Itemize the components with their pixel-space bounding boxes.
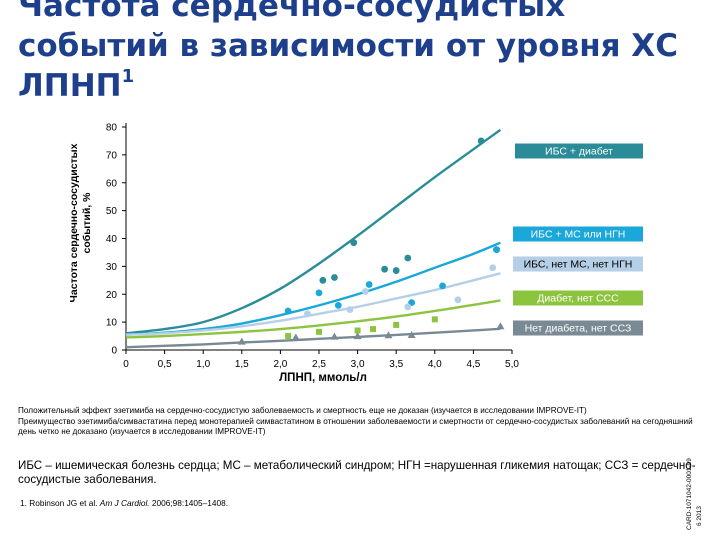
y-tick-label: 50 xyxy=(106,206,118,217)
data-point xyxy=(392,267,400,274)
chart-axes: 0 10 20 30 40 50 60 70 80 0 0,5 1,0 1,5 2,0 2,5 3,0 3,5 4… xyxy=(68,123,519,385)
x-tick-label: 5,0 xyxy=(505,359,519,370)
data-point xyxy=(315,289,323,297)
side-code: CARD-1071042-0001-09 6 2013 xyxy=(686,458,703,530)
series-curve xyxy=(125,327,501,349)
data-point xyxy=(404,303,412,311)
y-axis-title-line: Частота сердечно-сосудистых xyxy=(68,143,80,302)
y-tick-label: 40 xyxy=(106,234,118,245)
side-code-date: 6 2013 xyxy=(696,506,703,526)
y-tick-label: 70 xyxy=(106,150,118,161)
series-label: ИБС + МС или НГН xyxy=(531,229,626,241)
y-tick-label: 0 xyxy=(111,346,117,357)
data-point xyxy=(353,332,362,340)
chart-curves xyxy=(125,128,502,349)
data-point xyxy=(384,331,393,339)
data-point xyxy=(496,322,505,330)
reference-authors: 1. Robinson JG et al. xyxy=(20,498,100,508)
page-title: Частота сердечно-сосудистых событий в за… xyxy=(18,0,718,106)
chart: 0 10 20 30 40 50 60 70 80 0 0,5 1,0 1,5 2,0 2,5 3,0 3,5 4… xyxy=(68,123,643,385)
x-tick-label: 2,0 xyxy=(273,359,287,370)
data-point xyxy=(393,321,400,328)
data-point xyxy=(334,302,342,309)
y-tick-label: 80 xyxy=(106,123,118,134)
x-tick-label: 4,0 xyxy=(428,359,442,370)
series-label-box xyxy=(513,290,643,306)
abbreviations: ИБС – ишемическая болезнь сердца; МС – м… xyxy=(18,459,696,486)
series-label: ИБС + диабет xyxy=(545,146,613,158)
chart-series-labels: ИБС + диабет ИБС + МС или НГН ИБС, нет МС,… xyxy=(513,143,643,336)
data-point xyxy=(285,333,292,340)
data-point xyxy=(493,246,500,254)
data-point xyxy=(319,276,327,284)
data-point xyxy=(304,310,311,318)
data-point xyxy=(346,306,354,313)
data-point xyxy=(237,337,246,345)
y-tick-label: 10 xyxy=(106,318,118,329)
title-line-3: ЛПНП1 xyxy=(18,66,718,106)
y-tick-label: 60 xyxy=(106,178,118,189)
x-tick-label: 1,5 xyxy=(235,359,249,370)
data-point xyxy=(489,264,497,272)
data-point xyxy=(477,137,485,145)
data-point xyxy=(330,332,339,340)
reference-journal: Am J Cardiol. xyxy=(99,498,150,508)
title-line-2: событий в зависимости от уровня ХС xyxy=(18,28,678,64)
x-tick-label: 2,5 xyxy=(312,359,326,370)
footnote-2: Преимущество эзетимиба/симвастатина пере… xyxy=(18,416,693,437)
series-curve xyxy=(125,128,502,335)
series-label-box xyxy=(513,320,643,336)
series-curve xyxy=(125,299,501,339)
data-point xyxy=(404,254,412,262)
data-point xyxy=(407,330,416,338)
title-line-3-main: ЛПНП xyxy=(18,68,122,104)
data-point xyxy=(350,239,358,247)
y-axis-title: Частота сердечно-сосудистыхсобытий, % xyxy=(68,143,93,302)
data-point xyxy=(439,282,446,290)
side-num: 6 xyxy=(696,522,703,526)
series-label: Нет диабета, нет ССЗ xyxy=(525,323,632,335)
series-label-box xyxy=(513,256,643,272)
footnotes: Положительный эффект эзетимиба на сердеч… xyxy=(18,406,698,438)
data-point xyxy=(331,274,338,281)
data-point xyxy=(284,307,292,315)
y-tick-label: 30 xyxy=(106,262,118,273)
data-point xyxy=(431,316,438,323)
reference-details: 2006;98:1405–1408. xyxy=(149,498,229,508)
series-label: ИБС, нет МС, нет НГН xyxy=(524,259,633,271)
title-footnote-mark: 1 xyxy=(121,66,135,87)
x-tick-label: 3,5 xyxy=(389,359,403,370)
footnote-1: Положительный эффект эзетимиба на сердеч… xyxy=(18,406,587,415)
data-point xyxy=(316,328,322,335)
side-code-text: CARD-1071042-0001-09 xyxy=(686,458,693,530)
data-point xyxy=(454,296,462,304)
x-axis-title: ЛПНП, ммоль/л xyxy=(279,372,367,384)
data-point xyxy=(370,326,377,333)
series-label: Диабет, нет ССС xyxy=(537,293,619,305)
data-point xyxy=(361,288,369,295)
series-label-box xyxy=(513,226,643,242)
data-point xyxy=(365,281,373,288)
data-point xyxy=(291,333,300,341)
x-tick-label: 0 xyxy=(123,359,129,370)
data-point xyxy=(381,265,389,273)
reference: 1. Robinson JG et al. Am J Cardiol. 2006… xyxy=(20,498,228,508)
side-date: 2013 xyxy=(696,506,703,521)
y-axis-title-line: событий, % xyxy=(81,192,93,254)
data-point xyxy=(354,327,361,334)
x-tick-label: 3,0 xyxy=(351,359,365,370)
x-tick-label: 1,0 xyxy=(196,359,210,370)
x-tick-label: 4,5 xyxy=(466,359,480,370)
y-tick-label: 20 xyxy=(106,290,118,301)
chart-points xyxy=(237,137,505,345)
title-line-1: Частота сердечно-сосудистых xyxy=(18,0,566,24)
x-tick-label: 0,5 xyxy=(158,359,172,370)
series-curve xyxy=(125,272,501,336)
series-label-box xyxy=(515,143,643,159)
